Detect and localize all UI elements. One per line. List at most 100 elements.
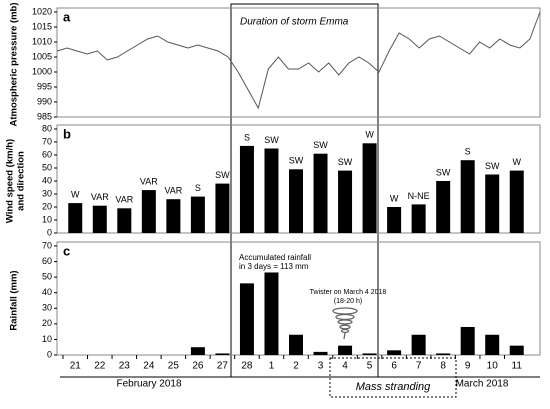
y-tick-label: 0	[47, 349, 52, 359]
direction-label: S	[195, 183, 201, 193]
plot-frame	[56, 7, 541, 118]
direction-label: W	[365, 130, 374, 140]
x-tick-label: 27	[217, 361, 229, 372]
bar	[92, 205, 107, 233]
direction-label: VAR	[91, 192, 109, 202]
bar	[190, 196, 205, 233]
y-tick-label: 80	[42, 123, 52, 133]
y-axis-title: and direction	[16, 151, 27, 211]
x-tick-label: 22	[94, 361, 106, 372]
x-tick-label: 3	[318, 361, 324, 372]
bar	[436, 181, 451, 233]
x-tick-label: 2	[293, 361, 299, 372]
month-label: March 2018	[456, 379, 509, 390]
annotation: (18-20 h)	[334, 298, 362, 305]
direction-label: SW	[485, 161, 500, 171]
twister-icon	[332, 307, 358, 340]
bar	[166, 199, 181, 233]
bar	[460, 160, 475, 233]
y-tick-label: 1005	[32, 51, 52, 61]
bar	[387, 350, 402, 355]
x-tick-label: 9	[465, 361, 471, 372]
x-tick-label: 11	[512, 361, 523, 372]
bar	[485, 174, 500, 233]
pressure-line	[56, 11, 541, 110]
direction-label: SW	[264, 135, 279, 145]
direction-label: VAR	[115, 195, 133, 205]
bar	[141, 190, 156, 233]
bar	[460, 326, 475, 355]
y-axis-title: Atmospheric pressure (mb)	[9, 2, 20, 126]
bar	[289, 334, 303, 355]
y-tick-label: 1000	[32, 66, 52, 76]
direction-label: SW	[313, 140, 328, 150]
direction-label: SW	[289, 156, 304, 166]
y-tick-label: 995	[37, 81, 52, 91]
direction-label: SW	[215, 170, 230, 180]
x-tick-label: 7	[416, 361, 422, 372]
x-tick-label: 5	[367, 361, 373, 372]
y-axis-title: Wind speed (km/h)	[5, 139, 16, 223]
direction-label: VAR	[164, 186, 182, 196]
x-tick-label: 26	[192, 361, 204, 372]
x-tick-label: 24	[143, 361, 155, 372]
bar	[485, 334, 500, 355]
direction-label: W	[512, 157, 521, 167]
y-axis-title: Rainfall (mm)	[9, 270, 20, 330]
x-tick-label: 23	[119, 361, 131, 372]
bar	[387, 207, 402, 233]
bar	[509, 170, 524, 233]
y-tick-label: 1015	[32, 21, 52, 31]
y-tick-label: 10	[42, 334, 52, 344]
bar	[436, 353, 451, 355]
panel-label: c	[63, 243, 70, 258]
y-tick-label: 50	[42, 162, 52, 172]
bar	[313, 351, 328, 355]
y-tick-label: 30	[42, 303, 52, 313]
stranding-box	[329, 357, 457, 398]
storm-label: Duration of storm Emma	[240, 17, 349, 28]
y-tick-label: 40	[42, 287, 52, 297]
y-tick-label: 20	[42, 318, 52, 328]
y-tick-label: 60	[42, 256, 52, 266]
y-tick-label: 1020	[32, 6, 52, 16]
x-tick-label: 1	[269, 361, 275, 372]
direction-label: S	[465, 147, 471, 157]
y-tick-label: 990	[37, 96, 52, 106]
x-tick-label: 10	[487, 361, 499, 372]
y-tick-label: 70	[42, 136, 52, 146]
bar	[411, 334, 426, 355]
y-tick-label: 10	[42, 214, 52, 224]
bar	[68, 203, 83, 233]
bar	[362, 353, 377, 355]
bar	[264, 272, 279, 355]
bar	[338, 170, 353, 233]
x-tick-label: 4	[342, 361, 348, 372]
direction-label: VAR	[140, 176, 158, 186]
bar	[239, 145, 254, 233]
x-tick-label: 6	[391, 361, 397, 372]
y-tick-label: 1010	[32, 36, 52, 46]
bar	[338, 345, 353, 355]
x-tick-label: 25	[168, 361, 180, 372]
direction-label: SW	[338, 157, 353, 167]
y-tick-label: 50	[42, 272, 52, 282]
y-tick-label: 60	[42, 149, 52, 159]
bar	[264, 148, 279, 233]
bar	[411, 204, 426, 233]
x-tick-label: 28	[241, 361, 253, 372]
bar	[215, 183, 230, 233]
month-label: February 2018	[116, 379, 181, 390]
annotation: Twister on March 4 2018	[310, 289, 387, 296]
panel-label: a	[63, 9, 71, 24]
bar	[362, 143, 377, 233]
x-tick-label: 21	[70, 361, 82, 372]
annotation: in 3 days = 113 mm	[239, 262, 309, 271]
y-tick-label: 30	[42, 188, 52, 198]
bar	[190, 347, 205, 355]
bar	[289, 169, 303, 233]
y-tick-label: 985	[37, 111, 52, 121]
y-tick-label: 40	[42, 175, 52, 185]
direction-label: W	[71, 189, 80, 199]
